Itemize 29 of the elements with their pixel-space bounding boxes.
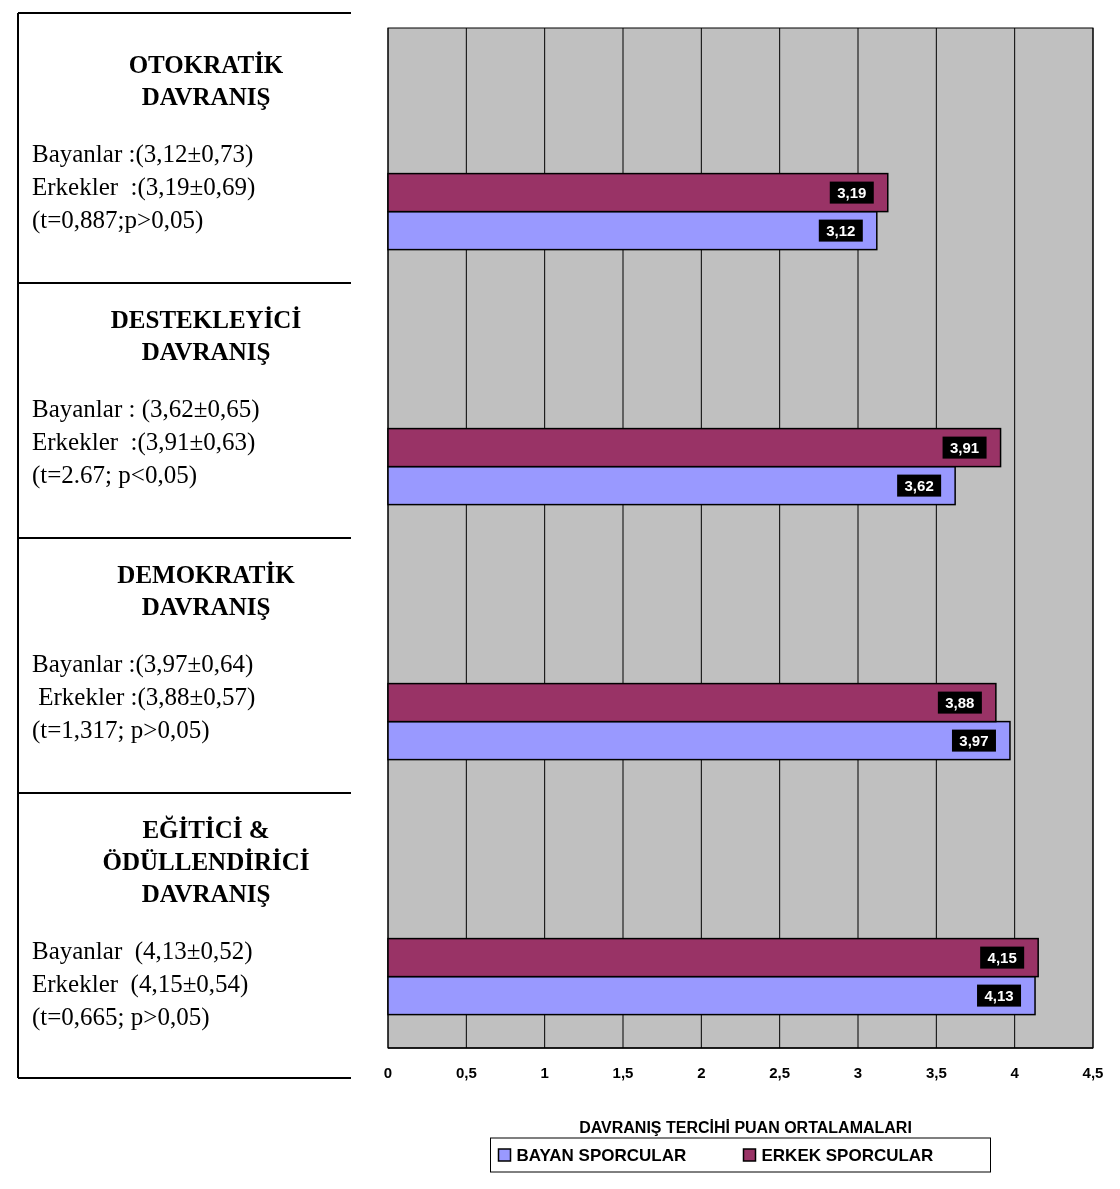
x-tick-label: 4 bbox=[1010, 1064, 1020, 1081]
text: Bayanlar :(3,97±0,64) Erkekler :(3,88±0,57) (t=1,317; p>0,05) bbox=[32, 650, 256, 744]
text: Bayanlar :(3,12±0,73) Erkekler :(3,19±0,69) (t=0,887;p>0,05) bbox=[32, 140, 256, 234]
x-tick-label: 2,5 bbox=[769, 1064, 791, 1081]
legend-label: BAYAN SPORCULAR bbox=[516, 1146, 687, 1165]
legend-label: ERKEK SPORCULAR bbox=[761, 1146, 934, 1165]
x-tick-label: 0,5 bbox=[455, 1064, 477, 1081]
x-tick-label: 3 bbox=[853, 1064, 863, 1081]
y-tick-label: EĞİTİCİ & ÖDÜLLENDİRİCİ DAVRANIŞ bbox=[102, 815, 310, 907]
text: Bayanlar : (3,62±0,65) Erkekler :(3,91±0,63) (t=2.67; p<0,05) bbox=[32, 395, 260, 489]
x-tick-label: 1 bbox=[540, 1064, 549, 1081]
x-tick-label: 0 bbox=[383, 1064, 393, 1081]
text: 3,97 bbox=[959, 731, 989, 749]
x-tick-label: 3,5 bbox=[925, 1064, 947, 1081]
x-axis-title: DAVRANIŞ TERCİHİ PUAN ORTALAMALARI bbox=[579, 1119, 912, 1136]
text: 4,13 bbox=[984, 986, 1014, 1004]
y-tick-label: DEMOKRATİK DAVRANIŞ bbox=[117, 561, 296, 620]
x-tick-label: 4,5 bbox=[1082, 1064, 1104, 1081]
text: Bayanlar (4,13±0,52) Erkekler (4,15±0,54) (t=0,665; p>0,05) bbox=[32, 937, 253, 1031]
text: 3,12 bbox=[826, 221, 856, 239]
y-tick-label: OTOKRATİK DAVRANIŞ bbox=[128, 51, 284, 110]
text: 3,91 bbox=[949, 438, 980, 456]
text: 3,88 bbox=[945, 693, 975, 711]
x-tick-label: 1,5 bbox=[612, 1064, 634, 1081]
text: 3,62 bbox=[904, 476, 934, 494]
text: 4,15 bbox=[987, 948, 1017, 966]
text: 3,19 bbox=[837, 183, 867, 201]
y-tick-label: DESTEKLEYİCİ DAVRANIŞ bbox=[110, 306, 302, 365]
x-tick-label: 2 bbox=[697, 1064, 706, 1081]
